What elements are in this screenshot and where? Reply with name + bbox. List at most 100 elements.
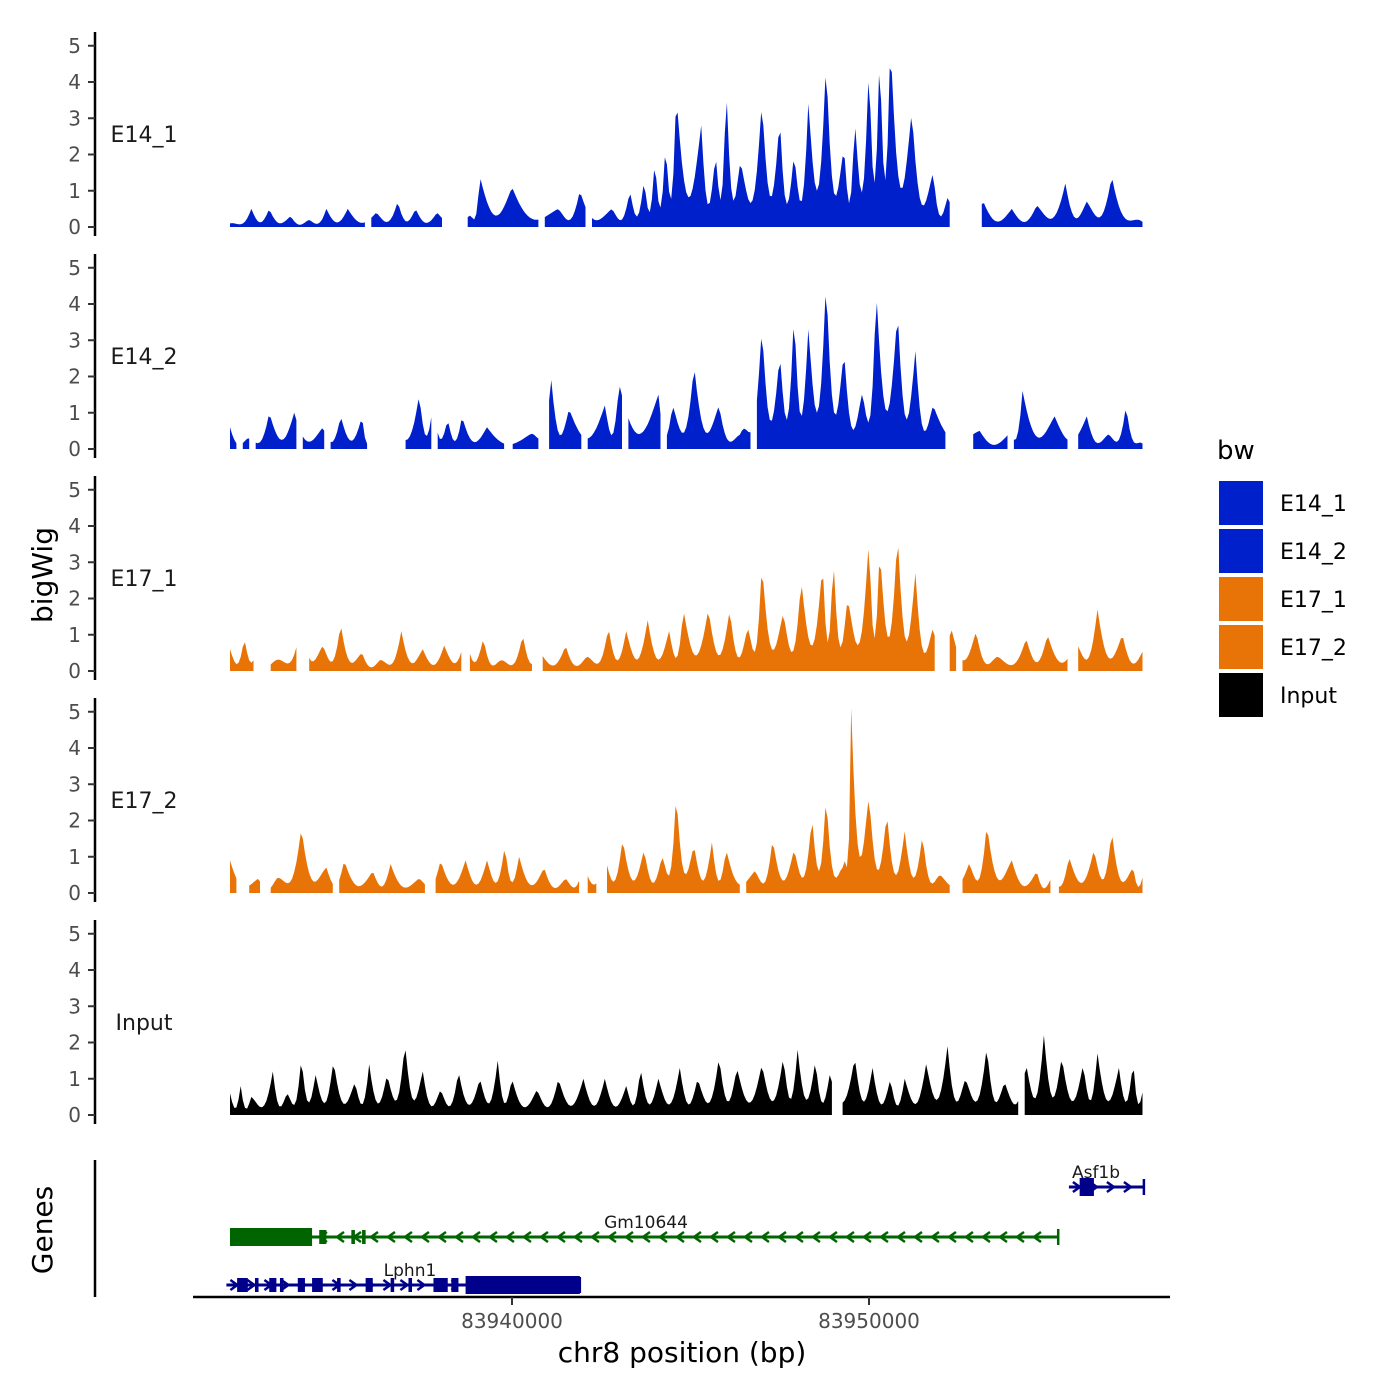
gene-exon: [279, 1278, 284, 1292]
strand-arrow: [416, 1278, 427, 1292]
strand-arrow: [810, 1230, 821, 1244]
strand-arrow: [399, 1278, 410, 1292]
gene-exon: [433, 1278, 448, 1292]
legend-entry-label: E17_1: [1280, 588, 1347, 613]
tracks-layer: 0 1 2 3 4 5 E14_1 0 1 2 3 4 5 E14_2 0 1 2 3 4 5 E17_1 0 1 2 3 4 5 E…: [68, 32, 1143, 1127]
signal-area: [512, 433, 539, 449]
signal-area: [1058, 837, 1143, 893]
strand-arrow: [793, 1230, 804, 1244]
signal-area: [949, 630, 957, 671]
gene-exon: [362, 1230, 366, 1244]
y-tick-label: 0: [68, 659, 81, 683]
strand-arrow: [402, 1230, 413, 1244]
strand-arrow: [606, 1230, 617, 1244]
track-label: E17_2: [111, 789, 178, 814]
strand-arrow: [708, 1230, 719, 1244]
legend-entry-label: Input: [1280, 684, 1337, 709]
y-tick-label: 2: [68, 143, 81, 167]
signal-area: [544, 194, 586, 227]
y-tick-label: 4: [68, 514, 81, 538]
gene-exon: [1079, 1178, 1094, 1196]
signal-area: [249, 878, 260, 893]
y-tick-label: 5: [68, 700, 81, 724]
signal-area: [587, 386, 622, 449]
y-tick-label: 4: [68, 958, 81, 982]
gene-label: Gm10644: [604, 1213, 688, 1233]
gene-Asf1b: Asf1b: [1068, 1163, 1146, 1196]
gene-exon: [351, 1230, 355, 1244]
strand-arrow: [521, 1230, 532, 1244]
strand-arrow: [487, 1230, 498, 1244]
signal-area: [469, 638, 532, 671]
strand-arrow: [504, 1230, 515, 1244]
legend-swatch: [1219, 577, 1263, 621]
x-tick-label: 83940000: [461, 1309, 563, 1333]
signal-area: [587, 876, 597, 893]
strand-arrow: [1031, 1230, 1042, 1244]
signal-area: [592, 68, 950, 227]
signal-area: [437, 420, 505, 449]
signal-area: [542, 547, 935, 671]
strand-arrow: [470, 1230, 481, 1244]
legend: bw E14_1 E14_2 E17_1 E17_2 Input: [1217, 436, 1347, 717]
strand-arrow: [844, 1230, 855, 1244]
signal-area: [270, 833, 333, 893]
y-axis-title: bigWig: [26, 527, 59, 623]
signal-area: [371, 203, 442, 227]
gene-exon: [237, 1278, 248, 1292]
signal-area: [339, 863, 425, 893]
gene-exon: [408, 1278, 413, 1292]
y-tick-label: 3: [68, 772, 81, 796]
strand-arrow: [1106, 1180, 1117, 1194]
signal-area: [330, 418, 368, 449]
strand-arrow: [623, 1230, 634, 1244]
strand-arrow: [334, 1230, 345, 1244]
signal-area: [666, 372, 751, 449]
legend-swatch: [1219, 625, 1263, 669]
legend-entry-label: E14_1: [1280, 492, 1347, 517]
strand-arrow: [640, 1230, 651, 1244]
strand-arrow: [861, 1230, 872, 1244]
gene-exon: [337, 1278, 341, 1292]
strand-arrow: [1123, 1180, 1134, 1194]
gene-label: Asf1b: [1072, 1163, 1120, 1183]
gene-exon: [312, 1278, 323, 1292]
y-tick-label: 5: [68, 34, 81, 58]
strand-arrow: [742, 1230, 753, 1244]
strand-arrow: [963, 1230, 974, 1244]
y-tick-label: 2: [68, 809, 81, 833]
y-tick-label: 4: [68, 736, 81, 760]
y-tick-label: 4: [68, 292, 81, 316]
signal-area: [230, 427, 237, 449]
strand-arrow: [368, 1230, 379, 1244]
strand-arrow: [997, 1230, 1008, 1244]
legend-entry-label: E14_2: [1280, 540, 1347, 565]
strand-arrow: [912, 1230, 923, 1244]
gene-Lphn1: Lphn1: [226, 1261, 582, 1294]
legend-title: bw: [1217, 436, 1255, 466]
signal-area: [255, 412, 297, 449]
y-tick-label: 0: [68, 215, 81, 239]
strand-arrow: [691, 1230, 702, 1244]
gene-label: Lphn1: [384, 1261, 437, 1281]
x-axis-title: chr8 position (bp): [558, 1336, 807, 1369]
signal-area: [628, 394, 661, 449]
signal-area: [842, 1046, 1019, 1115]
signal-area: [549, 380, 582, 449]
gene-exon: [451, 1278, 459, 1292]
signal-area: [270, 647, 297, 671]
signal-area: [467, 179, 539, 227]
track-label: Input: [116, 1011, 173, 1036]
signal-area: [962, 832, 1051, 893]
signal-area: [242, 438, 250, 449]
y-tick-label: 2: [68, 587, 81, 611]
signal-area: [230, 208, 365, 227]
legend-swatch: [1219, 529, 1263, 573]
strand-arrow: [572, 1230, 583, 1244]
y-tick-label: 0: [68, 1103, 81, 1127]
gene-exon: [254, 1278, 259, 1292]
strand-arrow: [827, 1230, 838, 1244]
strand-arrow: [1014, 1230, 1025, 1244]
strand-arrow: [436, 1230, 447, 1244]
genes-layer: Asf1b Gm10644 Lphn1 83940000 83950000: [93, 1160, 1170, 1333]
